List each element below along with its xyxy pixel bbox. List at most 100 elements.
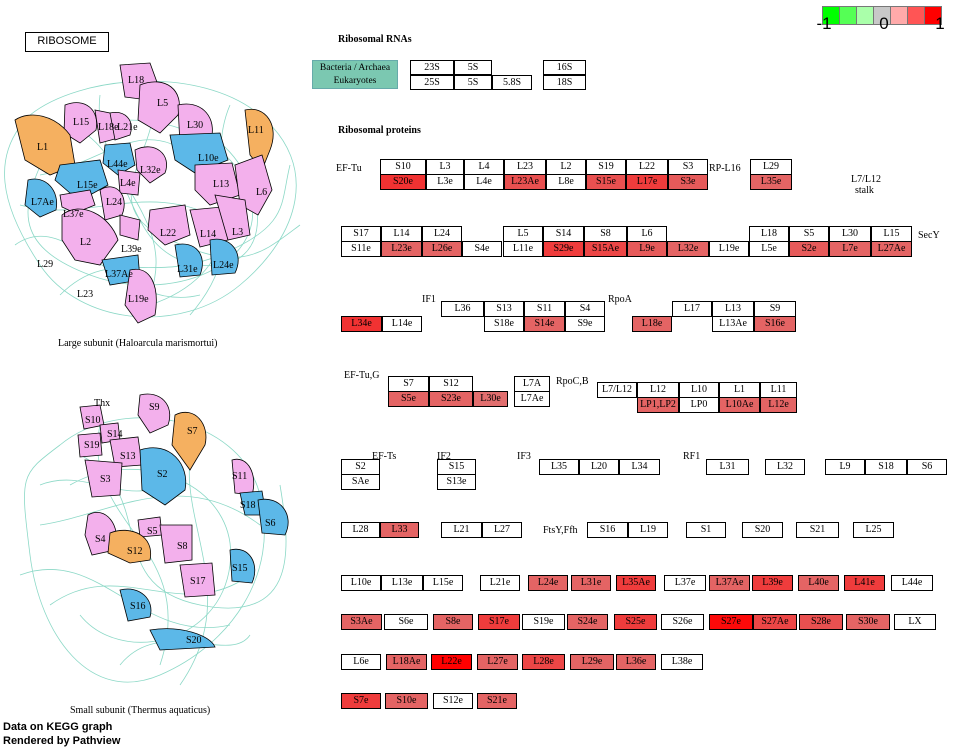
protein-l13ae[interactable]: L13Ae: [712, 316, 754, 332]
protein-l24[interactable]: L24: [422, 226, 462, 242]
protein-s26e[interactable]: S26e: [661, 614, 704, 630]
rna-5-8s[interactable]: 5.8S: [492, 75, 532, 90]
protein-l27ae[interactable]: L27Ae: [871, 241, 912, 257]
protein-l18[interactable]: L18: [749, 226, 789, 242]
protein-l6[interactable]: L6: [627, 226, 667, 242]
protein-l7a[interactable]: L7A: [514, 376, 550, 392]
protein-l10[interactable]: L10: [679, 382, 719, 398]
protein-s29e[interactable]: S29e: [543, 241, 584, 257]
protein-s21e[interactable]: S21e: [477, 693, 517, 709]
protein-l21[interactable]: L21: [441, 522, 482, 538]
rna-23s[interactable]: 23S: [410, 60, 454, 75]
protein-l13[interactable]: L13: [712, 301, 754, 317]
protein-l38e[interactable]: L38e: [661, 654, 703, 670]
protein-l22e[interactable]: L22e: [431, 654, 472, 670]
protein-l4e[interactable]: L4e: [464, 174, 504, 190]
protein-s25e[interactable]: S25e: [614, 614, 657, 630]
protein-l36[interactable]: L36: [441, 301, 484, 317]
protein-s9e[interactable]: S9e: [565, 316, 605, 332]
protein-l28e[interactable]: L28e: [522, 654, 565, 670]
protein-s20e[interactable]: S20e: [380, 174, 426, 190]
protein-l1[interactable]: L1: [719, 382, 760, 398]
protein-s28e[interactable]: S28e: [799, 614, 843, 630]
protein-l14e[interactable]: L14e: [382, 316, 422, 332]
protein-s8e[interactable]: S8e: [433, 614, 473, 630]
protein-l34[interactable]: L34: [619, 459, 660, 475]
protein-l32e[interactable]: L32e: [667, 241, 709, 257]
protein-l29e[interactable]: L29e: [570, 654, 614, 670]
protein-l12e[interactable]: L12e: [760, 397, 797, 413]
protein-l15e[interactable]: L15e: [423, 575, 463, 591]
protein-s10e[interactable]: S10e: [385, 693, 428, 709]
rna-25s[interactable]: 25S: [410, 75, 454, 90]
protein-s7[interactable]: S7: [388, 376, 429, 392]
protein-s4[interactable]: S4: [565, 301, 605, 317]
protein-s2e[interactable]: S2e: [789, 241, 829, 257]
protein-l22[interactable]: L22: [626, 159, 668, 175]
protein-s13e[interactable]: S13e: [437, 474, 476, 490]
protein-s15ae[interactable]: S15Ae: [584, 241, 627, 257]
protein-s27ae[interactable]: S27Ae: [753, 614, 797, 630]
protein-l23[interactable]: L23: [504, 159, 546, 175]
protein-s10[interactable]: S10: [380, 159, 426, 175]
protein-l29[interactable]: L29: [750, 159, 792, 175]
protein-l23e[interactable]: L23e: [381, 241, 422, 257]
protein-l26e[interactable]: L26e: [422, 241, 462, 257]
protein-s19e[interactable]: S19e: [522, 614, 565, 630]
protein-s4e[interactable]: S4e: [462, 241, 502, 257]
protein-s3ae[interactable]: S3Ae: [341, 614, 382, 630]
protein-s3e[interactable]: S3e: [668, 174, 708, 190]
rna-5s-euk[interactable]: 5S: [454, 75, 492, 90]
protein-s12[interactable]: S12: [429, 376, 473, 392]
protein-s3[interactable]: S3: [668, 159, 708, 175]
protein-l19e[interactable]: L19e: [709, 241, 749, 257]
rna-18s[interactable]: 18S: [543, 75, 586, 90]
protein-l30e[interactable]: L30e: [473, 391, 508, 407]
rna-16s[interactable]: 16S: [543, 60, 586, 75]
protein-s17e[interactable]: S17e: [478, 614, 520, 630]
protein-s14[interactable]: S14: [543, 226, 584, 242]
protein-l32[interactable]: L32: [765, 459, 805, 475]
protein-l7ae[interactable]: L7Ae: [514, 391, 550, 407]
protein-l18e[interactable]: L18e: [632, 316, 672, 332]
protein-l12[interactable]: L12: [637, 382, 679, 398]
protein-l33[interactable]: L33: [380, 522, 419, 538]
protein-l27e[interactable]: L27e: [477, 654, 518, 670]
protein-l17[interactable]: L17: [672, 301, 712, 317]
protein-l11e[interactable]: L11e: [503, 241, 543, 257]
protein-l13e[interactable]: L13e: [381, 575, 423, 591]
protein-s15[interactable]: S15: [437, 459, 476, 475]
protein-l31e[interactable]: L31e: [571, 575, 611, 591]
protein-s11e[interactable]: S11e: [341, 241, 381, 257]
protein-l31[interactable]: L31: [706, 459, 749, 475]
protein-l10ae[interactable]: L10Ae: [719, 397, 760, 413]
protein-lp0[interactable]: LP0: [679, 397, 719, 413]
protein-l28[interactable]: L28: [341, 522, 380, 538]
protein-l5e[interactable]: L5e: [749, 241, 789, 257]
protein-l3[interactable]: L3: [426, 159, 464, 175]
protein-s24e[interactable]: S24e: [567, 614, 608, 630]
protein-s16[interactable]: S16: [587, 522, 628, 538]
protein-s6[interactable]: S6: [907, 459, 947, 475]
protein-s27e[interactable]: S27e: [709, 614, 753, 630]
protein-l40e[interactable]: L40e: [798, 575, 839, 591]
protein-l15[interactable]: L15: [871, 226, 912, 242]
protein-s13[interactable]: S13: [484, 301, 524, 317]
protein-l7l12[interactable]: L7/L12: [597, 382, 637, 398]
protein-s12e[interactable]: S12e: [433, 693, 473, 709]
protein-s30e[interactable]: S30e: [846, 614, 890, 630]
protein-s20[interactable]: S20: [742, 522, 783, 538]
protein-l23ae[interactable]: L23Ae: [504, 174, 546, 190]
protein-l9[interactable]: L9: [825, 459, 865, 475]
protein-s1[interactable]: S1: [686, 522, 726, 538]
protein-l35ae[interactable]: L35Ae: [616, 575, 656, 591]
protein-l5[interactable]: L5: [503, 226, 543, 242]
protein-l9e[interactable]: L9e: [627, 241, 667, 257]
protein-sae[interactable]: SAe: [341, 474, 380, 490]
protein-s16e[interactable]: S16e: [754, 316, 796, 332]
protein-l25[interactable]: L25: [853, 522, 894, 538]
protein-l37e[interactable]: L37e: [664, 575, 706, 591]
protein-l8e[interactable]: L8e: [546, 174, 586, 190]
protein-l19[interactable]: L19: [628, 522, 668, 538]
protein-s14e[interactable]: S14e: [524, 316, 565, 332]
